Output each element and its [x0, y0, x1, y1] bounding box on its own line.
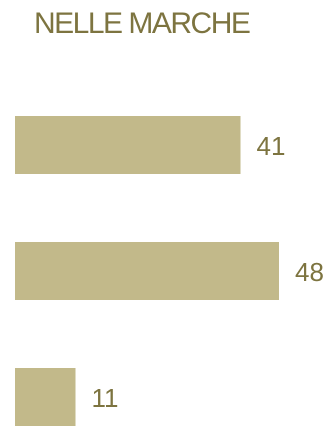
data-label-2: 48: [295, 257, 324, 287]
data-label-3: 11: [92, 383, 119, 413]
bars-layer: [15, 116, 279, 426]
chart-title: NELLE MARCHE: [34, 7, 251, 40]
bar-2: [15, 242, 279, 300]
data-labels-layer: 41 48 11: [92, 131, 324, 413]
data-label-1: 41: [257, 131, 286, 161]
bar-3: [15, 368, 76, 426]
bar-1: [15, 116, 241, 174]
